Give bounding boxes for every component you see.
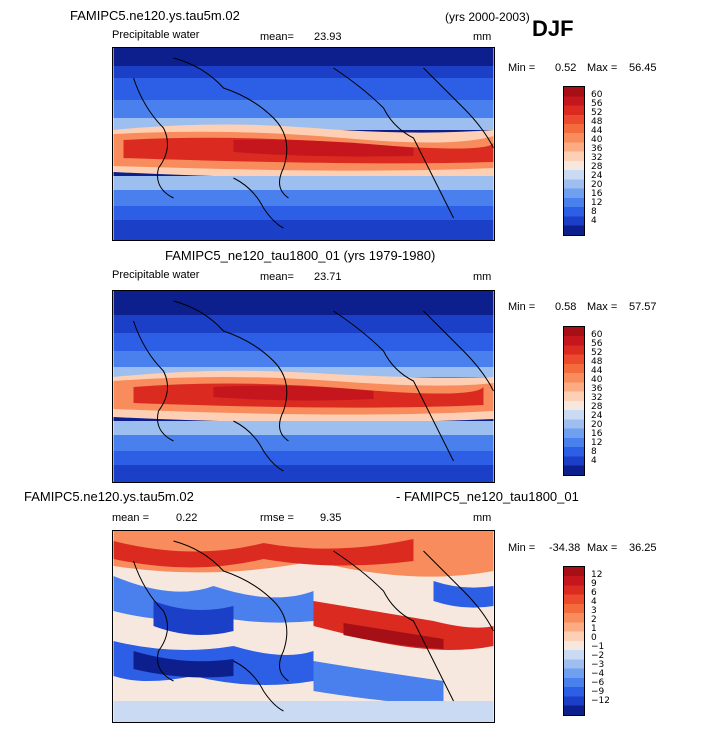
panel1-colorbar-label: 32 <box>591 153 603 163</box>
panel2-colorbar-label: 12 <box>591 438 603 448</box>
panel1-mean-label: mean= <box>260 31 294 43</box>
season-label: DJF <box>532 16 574 41</box>
panel1-colorbar-label: 24 <box>591 171 603 181</box>
panel3-mean-label: mean = <box>112 512 149 524</box>
panel3-colorbar-label: 9 <box>591 579 597 589</box>
panel1-colorbar-label: 8 <box>591 207 597 217</box>
panel3-colorbar-label: −4 <box>591 669 605 679</box>
panel3-colorbar-ramp <box>563 566 585 716</box>
panel1-years: (yrs 2000-2003) <box>445 10 530 24</box>
panel2-colorbar-label: 60 <box>591 330 603 340</box>
panel1-colorbar-label: 4 <box>591 216 597 226</box>
panel1-colorbar-label: 20 <box>591 180 603 190</box>
panel3-colorbar-label: −1 <box>591 642 605 652</box>
panel3-colorbar-label: −3 <box>591 660 605 670</box>
panel2-colorbar-label: 48 <box>591 357 603 367</box>
panel2-units: mm <box>473 271 492 283</box>
panel1-colorbar-label: 16 <box>591 189 603 199</box>
panel3-min-label: Min = <box>508 542 536 554</box>
panel1-colorbar-label: 52 <box>591 108 603 118</box>
panel2-colorbar-label: 28 <box>591 402 603 412</box>
panel2-colorbar-label: 32 <box>591 393 603 403</box>
panel2-colorbar-label: 20 <box>591 420 603 430</box>
panel3-mean-value: 0.22 <box>176 512 198 524</box>
precipitable-water-map-1 <box>112 47 495 241</box>
panel2-min-value: 0.58 <box>555 301 577 313</box>
panel3-colorbar-label: −2 <box>591 651 605 661</box>
panel2-mean-label: mean= <box>260 271 294 283</box>
panel1-colorbar-label: 44 <box>591 126 603 136</box>
panel3-colorbar-label: 6 <box>591 588 597 598</box>
panel3-colorbar-label: 12 <box>591 570 603 580</box>
panel1-colorbar-label: 12 <box>591 198 603 208</box>
panel2-max-label: Max = <box>587 301 618 313</box>
panel2-colorbar-label: 8 <box>591 447 597 457</box>
panel3-title-left: FAMIPC5.ne120.ys.tau5m.02 <box>24 489 194 504</box>
panel1-max-value: 56.45 <box>629 62 657 74</box>
panel3-colorbar-label: 4 <box>591 597 597 607</box>
panel1-mean-value: 23.93 <box>314 31 342 43</box>
panel1-min-label: Min = <box>508 62 536 74</box>
panel3-colorbar-label: 0 <box>591 633 597 643</box>
panel2-min-label: Min = <box>508 301 536 313</box>
panel2-colorbar-label: 56 <box>591 339 603 349</box>
panel1-colorbar-label: 60 <box>591 90 603 100</box>
panel3-max-value: 36.25 <box>629 542 657 554</box>
panel1-colorbar-label: 56 <box>591 99 603 109</box>
panel1-units: mm <box>473 31 492 43</box>
panel3-rmse-label: rmse = <box>260 512 294 524</box>
panel3-max-label: Max = <box>587 542 618 554</box>
panel3-colorbar-label: −9 <box>591 687 605 697</box>
panel3-colorbar-label: 3 <box>591 606 597 616</box>
panel2-colorbar-label: 16 <box>591 429 603 439</box>
panel2-variable: Precipitable water <box>112 269 200 281</box>
panel3-colorbar-label: −12 <box>591 696 610 706</box>
panel3-title-right: - FAMIPC5_ne120_tau1800_01 <box>396 489 579 504</box>
panel1-colorbar-label: 40 <box>591 135 603 145</box>
panel2-title: FAMIPC5_ne120_tau1800_01 (yrs 1979-1980) <box>165 248 436 263</box>
panel2-colorbar-label: 44 <box>591 366 603 376</box>
panel1-variable: Precipitable water <box>112 29 200 41</box>
panel2-colorbar-label: 4 <box>591 456 597 466</box>
panel1-colorbar-label: 48 <box>591 117 603 127</box>
precipitable-water-difference-map <box>112 530 495 723</box>
panel3-colorbar-label: 1 <box>591 624 597 634</box>
panel2-colorbar-label: 52 <box>591 348 603 358</box>
panel1-colorbar-label: 28 <box>591 162 603 172</box>
panel3-colorbar-label: 2 <box>591 615 597 625</box>
panel1-colorbar-label: 36 <box>591 144 603 154</box>
panel3-min-value: -34.38 <box>549 542 581 554</box>
panel2-max-value: 57.57 <box>629 301 657 313</box>
panel3-rmse-value: 9.35 <box>320 512 342 524</box>
panel1-title: FAMIPC5.ne120.ys.tau5m.02 <box>70 8 240 23</box>
panel1-min-value: 0.52 <box>555 62 577 74</box>
panel2-colorbar-label: 36 <box>591 384 603 394</box>
panel3-units: mm <box>473 512 492 524</box>
panel2-mean-value: 23.71 <box>314 271 342 283</box>
panel3-colorbar-label: −6 <box>591 678 605 688</box>
panel2-colorbar-label: 24 <box>591 411 603 421</box>
panel1-colorbar-ramp <box>563 86 585 236</box>
panel2-colorbar-label: 40 <box>591 375 603 385</box>
panel1-max-label: Max = <box>587 62 618 74</box>
precipitable-water-map-2 <box>112 290 495 483</box>
panel2-colorbar-ramp <box>563 326 585 476</box>
